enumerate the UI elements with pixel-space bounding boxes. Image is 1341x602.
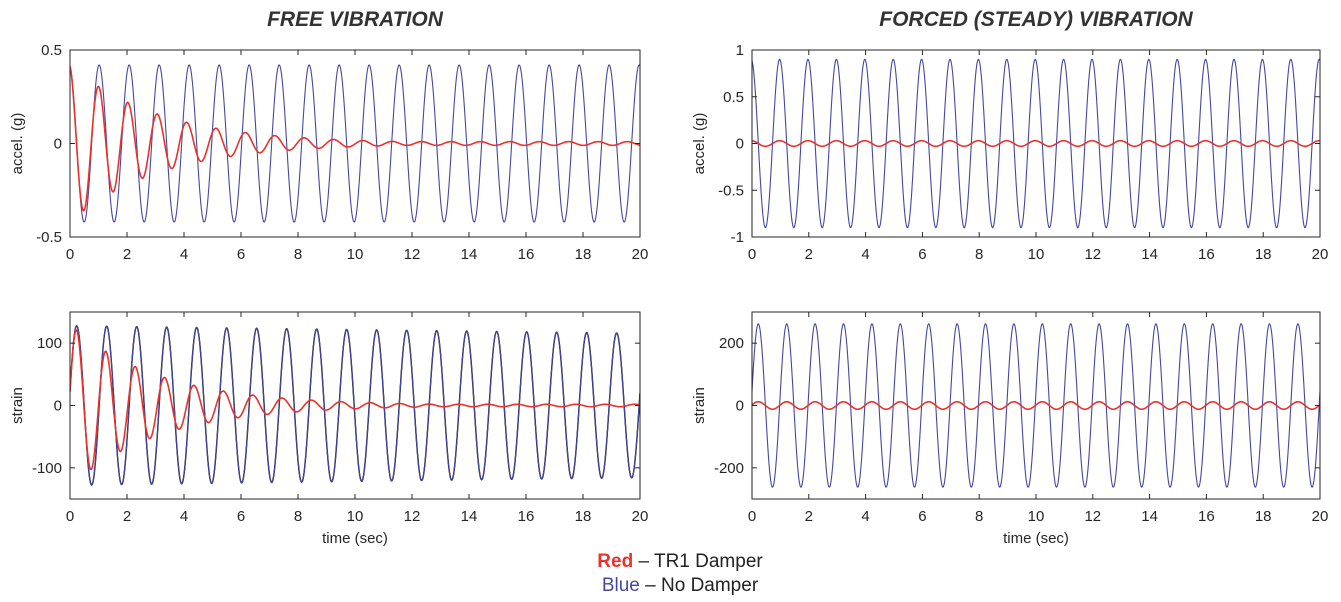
x-tick-label: 0 [66, 508, 74, 525]
y-axis-label: accel. (g) [691, 113, 708, 175]
y-tick-label: -1 [731, 229, 744, 246]
x-tick-label: 12 [1084, 508, 1101, 525]
series-line-blue [70, 64, 640, 223]
legend-blue: Blue – No Damper [560, 575, 800, 597]
x-tick-label: 8 [975, 246, 983, 263]
x-tick-label: 0 [748, 246, 756, 263]
plot-frame [751, 49, 1321, 238]
y-tick-label: 0 [736, 136, 744, 153]
x-tick-label: 10 [1028, 246, 1045, 263]
x-tick-label: 6 [918, 246, 926, 263]
x-tick-label: 6 [918, 508, 926, 525]
x-tick-label: 16 [1198, 508, 1215, 525]
x-tick-label: 14 [461, 246, 478, 263]
y-axis-label: strain [9, 387, 26, 424]
series-line-blue [752, 58, 1320, 229]
x-tick-label: 20 [632, 508, 649, 525]
x-tick-label: 4 [861, 246, 869, 263]
x-tick-label: 2 [805, 508, 813, 525]
x-tick-label: 14 [1141, 508, 1158, 525]
series-line-red [752, 400, 1320, 411]
x-tick-label: 2 [123, 246, 131, 263]
x-tick-label: 4 [180, 246, 188, 263]
y-axis-label: strain [691, 387, 708, 424]
chart-free-strain: 0 2 4 6 8 10 12 14 16 18 20 -100 0 100 strain time (sec… [9, 311, 649, 547]
x-tick-label: 6 [237, 508, 245, 525]
x-axis-label: time (sec) [322, 530, 388, 547]
y-tick-label: 1 [736, 42, 744, 59]
free-vibration-title: FREE VIBRATION [267, 8, 443, 31]
series-line-blue [70, 325, 640, 486]
x-tick-label: 14 [1141, 246, 1158, 263]
x-tick-label: 18 [575, 508, 592, 525]
series-line-red [70, 65, 640, 212]
x-tick-label: 2 [123, 508, 131, 525]
series-group [752, 323, 1320, 488]
x-tick-label: 20 [1312, 508, 1329, 525]
series-line-red [752, 139, 1320, 148]
x-tick-label: 16 [1198, 246, 1215, 263]
series-group [70, 325, 640, 486]
y-tick-label: 0 [54, 398, 62, 415]
x-tick-label: 10 [1028, 508, 1045, 525]
forced-vibration-title: FORCED (STEADY) VIBRATION [879, 8, 1193, 31]
y-axis-label: accel. (g) [9, 113, 26, 175]
y-tick-label: 0.5 [723, 89, 744, 106]
x-tick-label: 16 [518, 246, 535, 263]
legend-blue-text: – No Damper [639, 575, 759, 596]
series-line-red [70, 329, 640, 471]
y-tick-label: -0.5 [36, 229, 62, 246]
x-tick-label: 0 [66, 246, 74, 263]
y-tick-label: -200 [714, 460, 744, 477]
x-tick-label: 12 [404, 246, 421, 263]
y-tick-label: 0 [54, 136, 62, 153]
y-tick-label: -0.5 [718, 182, 744, 199]
legend-red: Red – TR1 Damper [560, 551, 800, 573]
x-tick-label: 18 [575, 246, 592, 263]
x-tick-label: 8 [294, 246, 302, 263]
y-tick-label: 0.5 [41, 42, 62, 59]
legend-red-text: – TR1 Damper [633, 551, 763, 572]
x-tick-label: 12 [1084, 246, 1101, 263]
x-tick-label: 8 [975, 508, 983, 525]
x-tick-label: 10 [347, 508, 364, 525]
legend-red-key: Red [597, 551, 634, 572]
x-tick-label: 4 [180, 508, 188, 525]
x-tick-label: 6 [237, 246, 245, 263]
legend-blue-key: Blue [601, 575, 640, 596]
y-tick-label: 200 [719, 335, 744, 352]
y-tick-label: 0 [736, 398, 744, 415]
x-tick-label: 14 [461, 508, 478, 525]
x-tick-label: 2 [805, 246, 813, 263]
series-line-blue [752, 323, 1320, 488]
x-tick-label: 18 [1255, 246, 1272, 263]
x-tick-label: 0 [748, 508, 756, 525]
series-group [752, 58, 1320, 229]
x-tick-label: 12 [404, 508, 421, 525]
series-group [70, 64, 640, 223]
x-tick-label: 16 [518, 508, 535, 525]
x-tick-label: 8 [294, 508, 302, 525]
x-tick-label: 18 [1255, 508, 1272, 525]
y-tick-label: 100 [37, 335, 62, 352]
x-tick-label: 10 [347, 246, 364, 263]
x-tick-label: 4 [861, 508, 869, 525]
chart-forced-accel: 0 2 4 6 8 10 12 14 16 18 20 -1 -0.5 0 0.5 1 accel. (g) [691, 42, 1328, 263]
chart-forced-strain: 0 2 4 6 8 10 12 14 16 18 20 -200 0 200 strain time (sec… [691, 311, 1329, 547]
x-tick-label: 20 [1312, 246, 1329, 263]
x-tick-label: 20 [632, 246, 649, 263]
x-axis-label: time (sec) [1003, 530, 1069, 547]
y-tick-label: -100 [32, 460, 62, 477]
